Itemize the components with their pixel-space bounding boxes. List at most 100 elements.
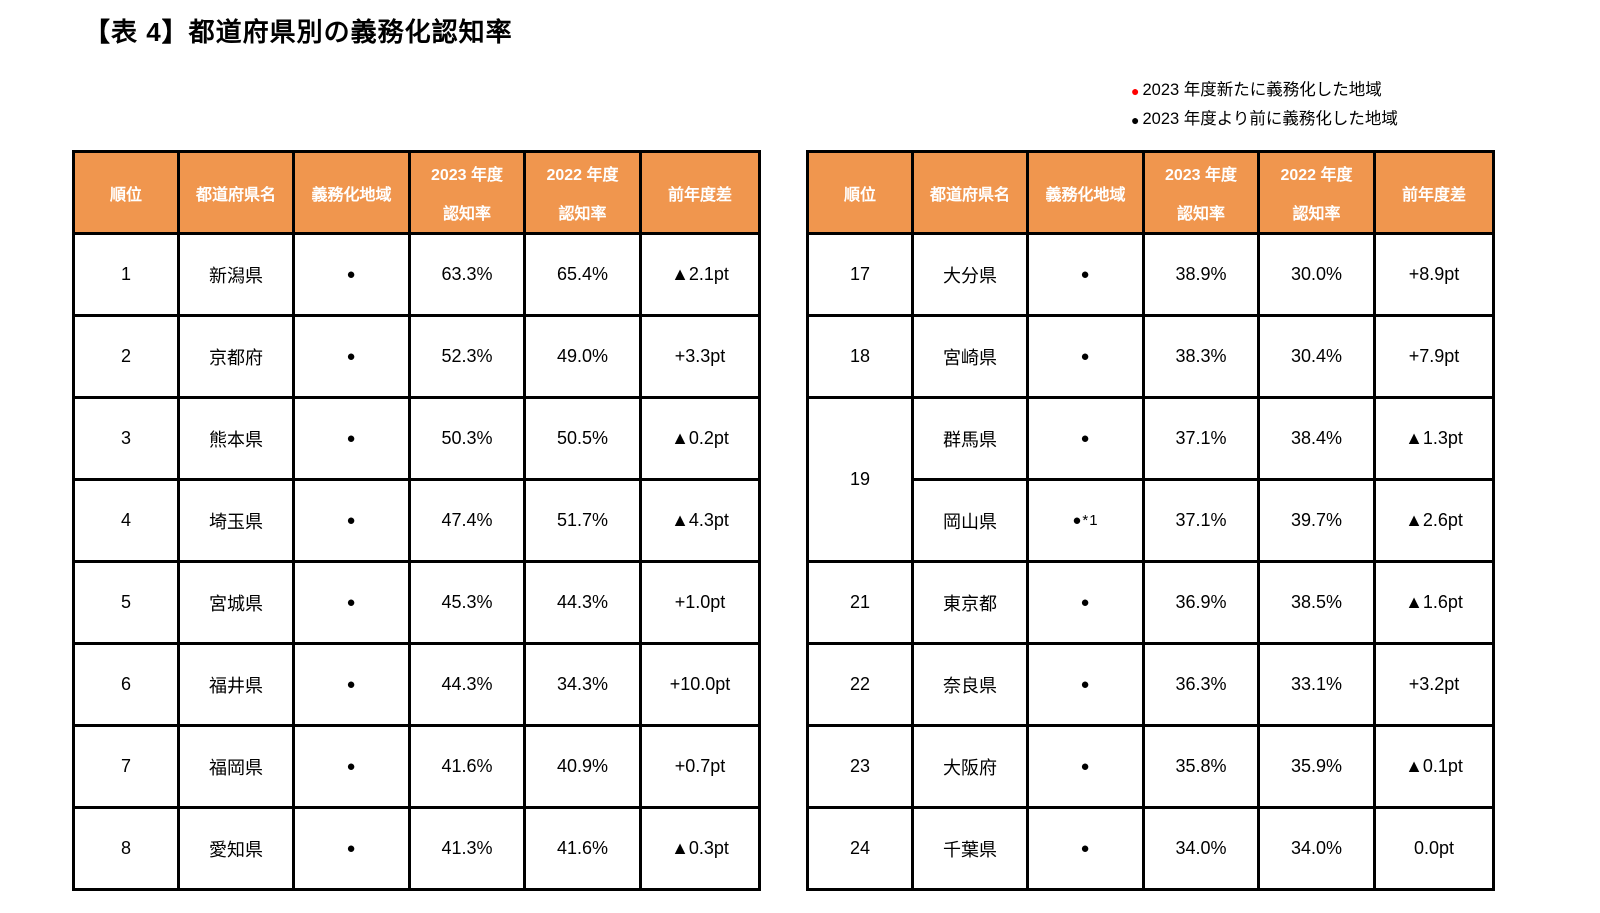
rate-2023-cell: 45.3%	[408, 560, 526, 645]
yoy-diff-cell: ▲0.3pt	[639, 806, 761, 891]
mandatory-area-cell: ●	[1026, 806, 1145, 891]
rate-2022-cell: 44.3%	[523, 560, 642, 645]
yoy-diff-cell: ▲1.3pt	[1373, 396, 1495, 481]
rate-2022-cell: 41.6%	[523, 806, 642, 891]
prefecture-cell: 熊本県	[177, 396, 295, 481]
table-row: 19 群馬県 ● 37.1% 38.4% ▲1.3pt	[806, 396, 1495, 563]
rank-cell: 18	[806, 314, 914, 399]
yoy-diff-cell: +3.3pt	[639, 314, 761, 399]
yoy-diff-cell: +10.0pt	[639, 642, 761, 727]
mandatory-area-cell: ●	[1026, 724, 1145, 809]
rate-2023-cell: 38.3%	[1142, 314, 1260, 399]
legend-label: 2023 年度より前に義務化した地域	[1142, 110, 1398, 128]
table-row: 22 奈良県 ● 36.3% 33.1% +3.2pt	[806, 642, 1495, 727]
mandatory-area-cell: ●	[1026, 314, 1145, 399]
prefecture-cell: 千葉県	[911, 806, 1029, 891]
rate-2022-cell: 39.7%	[1257, 478, 1376, 563]
rate-2022-cell: 40.9%	[523, 724, 642, 809]
rate-2023-cell: 37.1%	[1142, 478, 1260, 563]
table-row: 21 東京都 ● 36.9% 38.5% ▲1.6pt	[806, 560, 1495, 645]
rate-2022-cell: 30.0%	[1257, 232, 1376, 317]
rate-2023-cell: 47.4%	[408, 478, 526, 563]
rate-2023-cell: 37.1%	[1142, 396, 1260, 481]
column-header: 順位	[806, 150, 914, 235]
prefecture-cell: 群馬県	[911, 396, 1029, 481]
column-header: 前年度差	[1373, 150, 1495, 235]
prefecture-cell: 新潟県	[177, 232, 295, 317]
column-header: 2023 年度 認知率	[1142, 150, 1260, 235]
rank-cell: 24	[806, 806, 914, 891]
mandatory-area-cell: ●	[292, 314, 411, 399]
prefecture-cell: 愛知県	[177, 806, 295, 891]
mandatory-area-cell: ●	[292, 232, 411, 317]
column-header: 順位	[72, 150, 180, 235]
rank-cell: 6	[72, 642, 180, 727]
rank-cell: 1	[72, 232, 180, 317]
mandatory-area-cell: ●*1	[1026, 478, 1145, 563]
prefecture-cell: 宮崎県	[911, 314, 1029, 399]
yoy-diff-cell: 0.0pt	[1373, 806, 1495, 891]
mandatory-area-cell: ●	[292, 806, 411, 891]
yoy-diff-cell: ▲4.3pt	[639, 478, 761, 563]
table-row: 8 愛知県 ● 41.3% 41.6% ▲0.3pt	[72, 806, 761, 891]
rank-cell: 3	[72, 396, 180, 481]
column-header: 2022 年度 認知率	[523, 150, 642, 235]
yoy-diff-cell: +7.9pt	[1373, 314, 1495, 399]
table-row: 岡山県 ●*1 37.1% 39.7% ▲2.6pt	[808, 478, 1495, 563]
column-header: 都道府県名	[177, 150, 295, 235]
red-dot-icon: ●	[1131, 82, 1140, 99]
prefecture-cell: 大分県	[911, 232, 1029, 317]
column-header: 都道府県名	[911, 150, 1029, 235]
yoy-diff-cell: ▲2.6pt	[1373, 478, 1495, 563]
rank-cell: 23	[806, 724, 914, 809]
yoy-diff-cell: +3.2pt	[1373, 642, 1495, 727]
mandatory-area-cell: ●	[1026, 232, 1145, 317]
legend-item-new: ● 2023 年度新たに義務化した地域	[1131, 76, 1398, 105]
prefecture-cell: 福井県	[177, 642, 295, 727]
prefecture-cell: 京都府	[177, 314, 295, 399]
rank-cell: 22	[806, 642, 914, 727]
prefecture-cell: 埼玉県	[177, 478, 295, 563]
rate-2022-cell: 65.4%	[523, 232, 642, 317]
legend-label: 2023 年度新たに義務化した地域	[1142, 81, 1382, 99]
yoy-diff-cell: ▲1.6pt	[1373, 560, 1495, 645]
yoy-diff-cell: +8.9pt	[1373, 232, 1495, 317]
prefecture-cell: 福岡県	[177, 724, 295, 809]
rate-2023-cell: 36.3%	[1142, 642, 1260, 727]
rate-2023-cell: 63.3%	[408, 232, 526, 317]
rate-2023-cell: 41.6%	[408, 724, 526, 809]
yoy-diff-cell: +1.0pt	[639, 560, 761, 645]
rate-2023-cell: 44.3%	[408, 642, 526, 727]
rank-cell: 8	[72, 806, 180, 891]
rate-2022-cell: 34.0%	[1257, 806, 1376, 891]
page-title: 【表 4】都道府県別の義務化認知率	[84, 17, 513, 47]
mandatory-area-cell: ●	[292, 560, 411, 645]
prefecture-cell: 岡山県	[911, 478, 1029, 563]
mandatory-area-cell: ●	[1026, 642, 1145, 727]
rank-cell: 21	[806, 560, 914, 645]
table-row: 24 千葉県 ● 34.0% 34.0% 0.0pt	[806, 806, 1495, 891]
rate-2022-cell: 50.5%	[523, 396, 642, 481]
mandatory-area-cell: ●	[292, 642, 411, 727]
rank-cell: 4	[72, 478, 180, 563]
table-row: 1 新潟県 ● 63.3% 65.4% ▲2.1pt	[72, 232, 761, 317]
rank-cell: 19	[806, 396, 914, 563]
table-row: 5 宮城県 ● 45.3% 44.3% +1.0pt	[72, 560, 761, 645]
column-header: 義務化地域	[1026, 150, 1145, 235]
mandatory-area-cell: ●	[292, 478, 411, 563]
prefecture-cell: 奈良県	[911, 642, 1029, 727]
table-row: 6 福井県 ● 44.3% 34.3% +10.0pt	[72, 642, 761, 727]
mandatory-area-cell: ●	[292, 724, 411, 809]
table-row: 18 宮崎県 ● 38.3% 30.4% +7.9pt	[806, 314, 1495, 399]
rate-2022-cell: 34.3%	[523, 642, 642, 727]
rate-2022-cell: 38.4%	[1257, 396, 1376, 481]
rank-cell: 5	[72, 560, 180, 645]
rate-2022-cell: 51.7%	[523, 478, 642, 563]
rate-2022-cell: 49.0%	[523, 314, 642, 399]
header-row: 順位 都道府県名 義務化地域 2023 年度 認知率 2022 年度 認知率 前年度差	[806, 150, 1495, 235]
yoy-diff-cell: +0.7pt	[639, 724, 761, 809]
tables-container: 順位 都道府県名 義務化地域 2023 年度 認知率 2022 年度 認知率 前年度差 1 新潟県…	[72, 150, 1495, 891]
mandatory-area-cell: ●	[292, 396, 411, 481]
table-row: 7 福岡県 ● 41.6% 40.9% +0.7pt	[72, 724, 761, 809]
yoy-diff-cell: ▲0.1pt	[1373, 724, 1495, 809]
